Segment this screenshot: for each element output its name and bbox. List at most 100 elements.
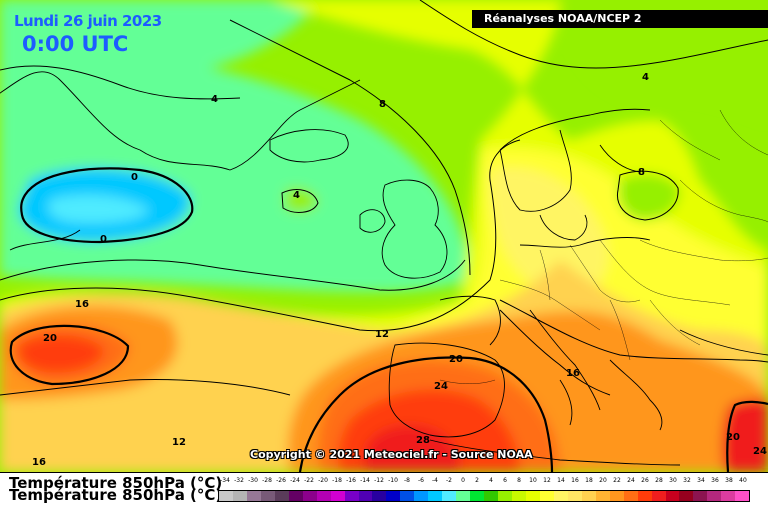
- legend-swatch: [567, 491, 582, 501]
- legend-tick-label: 4: [489, 477, 493, 484]
- legend-tick-label: -10: [388, 477, 398, 484]
- legend-tick-label: 30: [669, 477, 677, 484]
- legend-tick-label: -24: [290, 477, 300, 484]
- legend-swatch: [484, 491, 499, 501]
- legend-tick-label: 26: [641, 477, 649, 484]
- legend-swatch: [553, 491, 568, 501]
- isotherm-label: 4: [293, 190, 300, 201]
- legend-title: Température 850hPa (°C): [9, 474, 223, 492]
- legend-swatch: [428, 491, 443, 501]
- legend-tick-label: 8: [517, 477, 521, 484]
- legend-swatch: [260, 491, 275, 501]
- legend-swatch: [512, 491, 526, 501]
- legend-swatch: [358, 491, 373, 501]
- legend-tick-label: -4: [432, 477, 438, 484]
- isotherm-label: 24: [753, 446, 767, 457]
- legend-swatch: [372, 491, 387, 501]
- legend-swatch: [330, 491, 345, 501]
- legend-tick-label: 34: [697, 477, 705, 484]
- legend-tick-label: 6: [503, 477, 507, 484]
- legend-tick-label: 16: [571, 477, 579, 484]
- legend-swatch: [637, 491, 652, 501]
- borders: [439, 109, 768, 384]
- isotherm-label: 12: [375, 329, 389, 340]
- isotherm-label: 28: [416, 435, 430, 446]
- legend-tick-label: 18: [585, 477, 593, 484]
- isotherm-label: 8: [379, 99, 386, 110]
- legend-tick-label: -12: [374, 477, 384, 484]
- coastlines: [0, 71, 768, 466]
- isotherm-labels: 0 0 4 4 4 8 8 12 12 16 16 16 20 20 20 24…: [32, 72, 767, 468]
- map-date: Lundi 26 juin 2023: [14, 12, 162, 30]
- isotherm-label: 20: [726, 432, 740, 443]
- legend-tick-label: -22: [304, 477, 314, 484]
- isotherm-label: 16: [75, 299, 89, 310]
- legend-tick-label: 12: [543, 477, 551, 484]
- legend-tick-label: 2: [475, 477, 479, 484]
- isotherm-label: 0: [131, 172, 138, 183]
- isotherm-label: 4: [642, 72, 649, 83]
- isotherm-label: 20: [449, 354, 463, 365]
- legend-color-scale: [218, 490, 750, 502]
- legend-swatch: [581, 491, 596, 501]
- legend-swatch: [595, 491, 610, 501]
- legend-swatch: [707, 491, 722, 501]
- legend-swatch: [498, 491, 513, 501]
- legend-swatch: [386, 491, 401, 501]
- isotherm-label: 16: [566, 368, 580, 379]
- legend-swatch: [344, 491, 359, 501]
- legend-tick-label: -18: [332, 477, 342, 484]
- legend-tick-label: -28: [262, 477, 272, 484]
- legend-swatch: [525, 491, 540, 501]
- legend-tick-label: -20: [318, 477, 328, 484]
- legend-swatch: [721, 491, 736, 501]
- map-time: 0:00 UTC: [22, 32, 129, 56]
- legend-tick-label: 10: [529, 477, 537, 484]
- legend-tick-label: 0: [461, 477, 465, 484]
- legend-swatch: [246, 491, 261, 501]
- legend-tick-label: 38: [725, 477, 733, 484]
- legend-tick-label: -16: [346, 477, 356, 484]
- legend-tick-label: 28: [655, 477, 663, 484]
- legend-tick-label: 24: [627, 477, 635, 484]
- legend-tick-label: 22: [613, 477, 621, 484]
- legend-title-shadow: Température 850hPa (°C): [9, 486, 223, 504]
- legend-swatch: [288, 491, 303, 501]
- legend-swatch: [651, 491, 666, 501]
- legend-tick-label: -6: [418, 477, 424, 484]
- legend-swatch: [623, 491, 638, 501]
- legend-swatch: [442, 491, 457, 501]
- legend-swatch: [470, 491, 485, 501]
- legend-tick-label: 32: [683, 477, 691, 484]
- isotherm-label: 24: [434, 381, 448, 392]
- temperature-map: 0 0 4 4 4 8 8 12 12 16 16 16 20 20 20 24…: [0, 0, 768, 472]
- legend-tick-label: -14: [360, 477, 370, 484]
- isotherm-label: 12: [172, 437, 186, 448]
- legend-tick-label: -32: [234, 477, 244, 484]
- legend-tick-label: -30: [248, 477, 258, 484]
- temperature-fill: [0, 0, 768, 472]
- isotherm-label: 16: [32, 457, 46, 468]
- isotherm-label: 8: [638, 167, 645, 178]
- legend-swatch: [316, 491, 331, 501]
- legend-swatch: [302, 491, 317, 501]
- source-banner: Réanalyses NOAA/NCEP 2: [472, 10, 768, 28]
- legend-swatch: [400, 491, 415, 501]
- legend-swatch: [219, 491, 233, 501]
- isotherms: [0, 0, 768, 472]
- legend-bar: Température 850hPa (°C) Température 850h…: [0, 472, 768, 513]
- legend-swatch: [232, 491, 247, 501]
- legend-tick-label: -8: [404, 477, 410, 484]
- legend-tick-label: 14: [557, 477, 565, 484]
- legend-tick-label: -26: [276, 477, 286, 484]
- legend-swatch: [609, 491, 624, 501]
- copyright-text: Copyright © 2021 Meteociel.fr - Source N…: [250, 448, 533, 461]
- legend-tick-label: -2: [446, 477, 452, 484]
- legend-swatch: [735, 491, 750, 501]
- legend-swatch: [274, 491, 289, 501]
- legend-swatch: [414, 491, 429, 501]
- legend-swatch: [679, 491, 694, 501]
- isotherm-label: 20: [43, 333, 57, 344]
- legend-tick-label: 36: [711, 477, 719, 484]
